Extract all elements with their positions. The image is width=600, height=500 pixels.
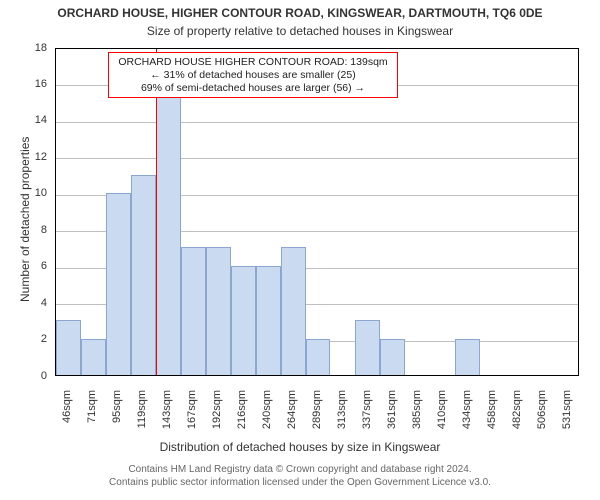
annotation-line-2: ← 31% of detached houses are smaller (25…: [113, 69, 393, 82]
y-tick-label: 18: [0, 42, 47, 54]
y-tick-label: 0: [0, 370, 47, 382]
gridline: [56, 158, 578, 159]
y-tick-label: 8: [0, 224, 47, 236]
y-tick-label: 6: [0, 260, 47, 272]
bar: [231, 266, 256, 375]
annotation-line-1: ORCHARD HOUSE HIGHER CONTOUR ROAD: 139sq…: [113, 56, 393, 69]
bar: [106, 193, 131, 375]
annotation-line-3: 69% of semi-detached houses are larger (…: [113, 82, 393, 95]
bar: [380, 339, 405, 375]
bar: [56, 320, 81, 375]
y-tick-label: 2: [0, 333, 47, 345]
chart-container: ORCHARD HOUSE, HIGHER CONTOUR ROAD, KING…: [0, 0, 600, 500]
bar: [156, 83, 181, 375]
y-tick-label: 10: [0, 187, 47, 199]
annotation-box: ORCHARD HOUSE HIGHER CONTOUR ROAD: 139sq…: [108, 52, 398, 98]
credit-line-1: Contains HM Land Registry data © Crown c…: [0, 464, 600, 477]
bar: [256, 266, 281, 375]
credit-text: Contains HM Land Registry data © Crown c…: [0, 464, 600, 489]
bar: [81, 339, 106, 375]
x-axis-label: Distribution of detached houses by size …: [0, 440, 600, 454]
bar: [181, 247, 206, 375]
bar: [131, 175, 156, 375]
gridline: [56, 122, 578, 123]
credit-line-2: Contains public sector information licen…: [0, 477, 600, 490]
y-tick-label: 16: [0, 78, 47, 90]
chart-title: ORCHARD HOUSE, HIGHER CONTOUR ROAD, KING…: [0, 6, 600, 20]
bar: [355, 320, 380, 375]
y-tick-label: 4: [0, 297, 47, 309]
y-tick-label: 12: [0, 151, 47, 163]
bar: [306, 339, 331, 375]
y-tick-label: 14: [0, 114, 47, 126]
bar: [281, 247, 306, 375]
bar: [206, 247, 231, 375]
chart-subtitle: Size of property relative to detached ho…: [0, 24, 600, 38]
bar: [455, 339, 480, 375]
